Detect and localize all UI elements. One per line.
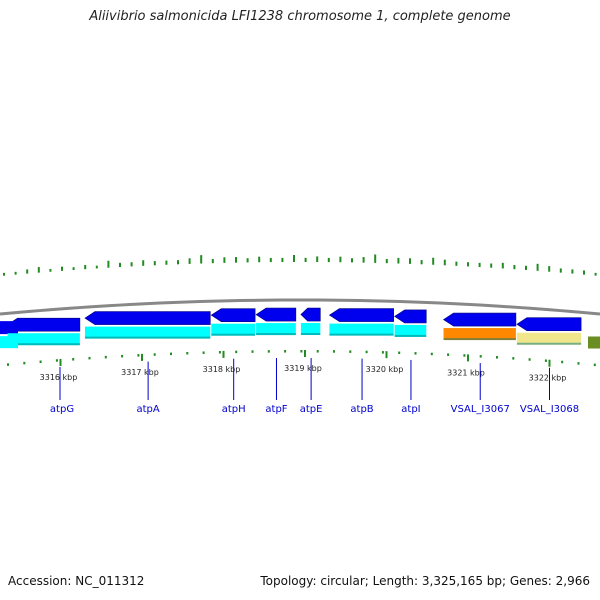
scale-ticks: 3316 kbp 3317 kbp 3318 kbp 3319 kbp 3320 kbp…	[7, 350, 596, 383]
gene-arrow	[516, 317, 582, 332]
gene-label: VSAL_I3067	[451, 404, 510, 415]
gene-arrow	[6, 317, 81, 332]
gene-track	[0, 307, 582, 335]
map-title: Aliivibrio salmonicida LFI1238 chromosom…	[89, 9, 511, 24]
cds-shadow	[211, 333, 256, 336]
cds-track	[0, 323, 600, 349]
gene-label: atpI	[401, 404, 420, 415]
cds-shadow	[256, 333, 296, 336]
gene-label: atpE	[300, 404, 323, 415]
cds-shadow	[84, 336, 211, 339]
gene-arrow	[300, 307, 321, 322]
cds-shadow	[300, 333, 321, 336]
cds-block	[7, 333, 80, 346]
scale-tick-label: 3321 kbp	[447, 368, 485, 377]
cds-block	[588, 336, 600, 349]
gc-skew-track	[3, 254, 597, 276]
gene-arrow	[394, 309, 427, 324]
gene-labels: atpG atpA atpH atpF atpE atpB atpI VSAL_I3067 VS…	[50, 358, 579, 415]
gene-label: atpG	[50, 404, 74, 415]
scale-tick-label: 3322 kbp	[529, 374, 567, 383]
gene-arrow	[210, 308, 256, 322]
cds-shadow	[516, 342, 582, 345]
gene-arrow	[442, 312, 517, 327]
scale-tick-label: 3317 kbp	[121, 368, 159, 377]
gene-label: atpF	[265, 404, 287, 415]
cds-block	[516, 332, 582, 345]
scale-tick-label: 3319 kbp	[284, 364, 322, 373]
scale-tick-label: 3320 kbp	[366, 365, 404, 374]
gene-arrow	[328, 308, 394, 322]
backbone-track	[0, 298, 600, 316]
gene-label: atpB	[350, 404, 373, 415]
gene-arrow	[84, 311, 211, 325]
cds-block	[0, 336, 18, 349]
backbone-line	[0, 298, 600, 316]
gene-arrow	[0, 321, 18, 335]
genome-summary-label: Topology: circular; Length: 3,325,165 bp…	[260, 574, 590, 588]
scale-tick-label: 3318 kbp	[203, 365, 241, 374]
gene-arrow	[255, 307, 297, 322]
cds-shadow	[394, 334, 427, 337]
gene-label: atpA	[136, 404, 159, 415]
cds-block	[256, 323, 296, 336]
scale-tick-label: 3316 kbp	[40, 373, 78, 382]
cds-shadow	[7, 343, 80, 346]
cds-shadow	[443, 338, 516, 341]
cds-block	[443, 328, 516, 341]
cds-block	[329, 323, 394, 336]
accession-label: Accession: NC_011312	[8, 574, 145, 588]
gene-label: VSAL_I3068	[520, 404, 579, 415]
cds-block	[211, 323, 256, 336]
cds-shadow	[329, 333, 394, 336]
gene-label: atpH	[222, 404, 246, 415]
cds-block	[300, 323, 321, 336]
cds-block	[394, 324, 427, 337]
cds-block	[84, 326, 211, 339]
